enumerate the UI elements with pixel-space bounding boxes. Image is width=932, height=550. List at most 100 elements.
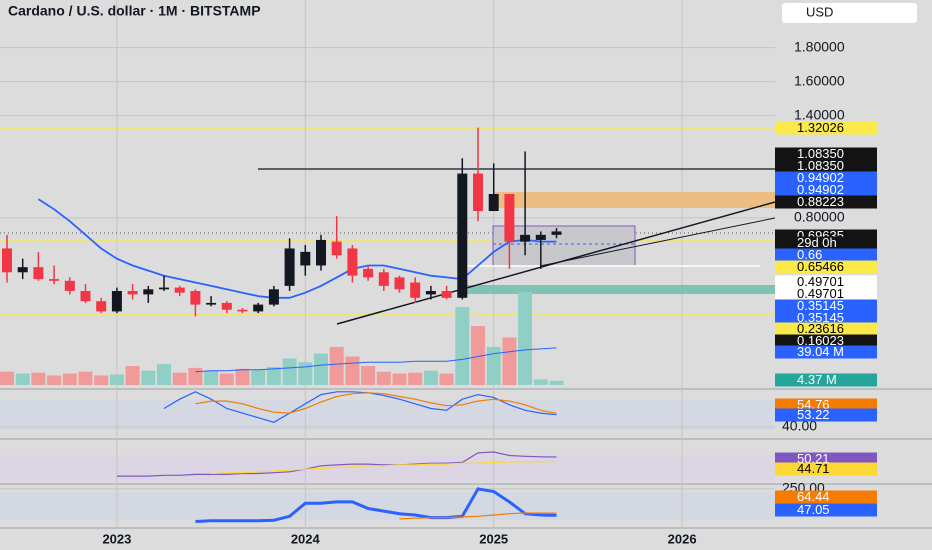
volume-bar <box>361 366 376 385</box>
candle-body <box>49 279 60 281</box>
value-badge-text: 64.44 <box>797 489 830 504</box>
candle-body <box>80 291 91 302</box>
candle-body <box>111 291 122 312</box>
price-badge-text: 1.32026 <box>797 120 844 135</box>
indicator-line <box>163 391 557 423</box>
candle-body <box>268 289 279 305</box>
value-badge <box>775 408 877 422</box>
candle-body <box>535 234 546 240</box>
candle-body <box>378 272 389 286</box>
candle-body <box>33 267 44 280</box>
candle-body <box>425 291 436 295</box>
candle-body <box>300 251 311 266</box>
price-badge-text: 0.94902 <box>797 182 844 197</box>
price-badge <box>775 334 877 348</box>
price-badge <box>775 121 877 135</box>
volume-bar <box>0 371 14 385</box>
price-badge <box>775 248 877 262</box>
range-box <box>492 225 636 267</box>
value-badge <box>775 503 877 517</box>
price-badge <box>775 275 877 289</box>
candle-body <box>331 241 342 256</box>
candle-body <box>221 302 232 310</box>
price-badge-text: 0.94902 <box>797 170 844 185</box>
volume-bar <box>455 307 470 385</box>
candle-body <box>441 291 452 298</box>
volume-bar <box>345 356 360 385</box>
volume-bar <box>15 373 30 385</box>
y-tick-label: 0.80000 <box>794 209 845 225</box>
zone <box>493 192 775 208</box>
volume-bar <box>376 371 391 385</box>
volume-bar <box>314 353 328 385</box>
pane-band <box>0 455 775 481</box>
candle-body <box>488 194 499 212</box>
chart-title: Cardano / U.S. dollar · 1M · BITSTAMP <box>8 3 261 19</box>
price-badge <box>775 311 877 325</box>
price-badge-text: 4.37 M <box>797 372 837 387</box>
value-badge-text: 44.71 <box>797 461 830 476</box>
value-badge-text: 47.05 <box>797 502 830 517</box>
candle-body <box>174 287 185 293</box>
value-badge <box>775 462 877 476</box>
price-badge-text: 29d 0h <box>797 235 837 250</box>
trend-line <box>539 217 776 267</box>
volume-bar <box>298 362 313 385</box>
value-badge-text: 53.22 <box>797 407 830 422</box>
candle-body <box>190 291 201 305</box>
price-badge <box>775 299 877 313</box>
candle-body <box>17 267 28 273</box>
candle-body <box>237 309 248 312</box>
value-badge <box>775 398 877 412</box>
zone <box>460 285 775 294</box>
volume-bar <box>518 291 533 385</box>
volume-bar <box>188 367 203 385</box>
volume-ma <box>195 347 557 373</box>
volume-bar <box>251 369 266 385</box>
candle-body <box>143 289 154 295</box>
volume-bar <box>329 347 344 385</box>
plot <box>0 127 564 523</box>
price-badge-text: 0.16023 <box>797 333 844 348</box>
candle-body <box>253 304 264 312</box>
indicator-line <box>195 487 557 523</box>
value-badge-text: 50.21 <box>797 451 830 466</box>
currency-label[interactable]: USD <box>806 4 833 19</box>
x-tick-label: 2023 <box>102 531 131 546</box>
price-badge-text: 1.08350 <box>797 146 844 161</box>
volume-bar <box>439 373 454 385</box>
indicator-line <box>211 461 557 475</box>
candle-body <box>316 239 326 266</box>
price-badge-text: 0.49701 <box>797 274 844 289</box>
price-badge <box>775 183 877 197</box>
volume-bar <box>533 379 548 385</box>
price-badge-text: 1.08350 <box>797 158 844 173</box>
volume-bar <box>157 364 171 385</box>
candle-body <box>284 248 295 286</box>
currency-button[interactable] <box>782 3 917 23</box>
x-tick-label: 2025 <box>479 531 508 546</box>
indicator-line <box>399 512 557 520</box>
x-tick-label: 2026 <box>668 531 697 546</box>
candle-body <box>159 287 169 290</box>
price-badge <box>775 195 877 209</box>
volume-bar <box>235 368 250 385</box>
price-badge <box>775 159 877 173</box>
y-tick-label: 1.60000 <box>794 72 845 88</box>
candle-body <box>551 231 562 235</box>
volume-bar <box>204 370 219 385</box>
volume-bar <box>282 358 297 385</box>
volume-bar <box>47 375 62 385</box>
pane-band <box>0 492 775 520</box>
value-badge <box>775 452 877 466</box>
volume-bar <box>141 370 156 385</box>
price-badge-text: 39.04 M <box>797 344 844 359</box>
volume-bar <box>62 373 77 385</box>
volume-bar <box>31 372 46 385</box>
price-badge-text: 0.23616 <box>797 321 844 336</box>
pane-band <box>0 400 775 430</box>
price-badge <box>775 287 877 301</box>
price-badge <box>775 260 877 274</box>
candle-body <box>2 248 12 273</box>
